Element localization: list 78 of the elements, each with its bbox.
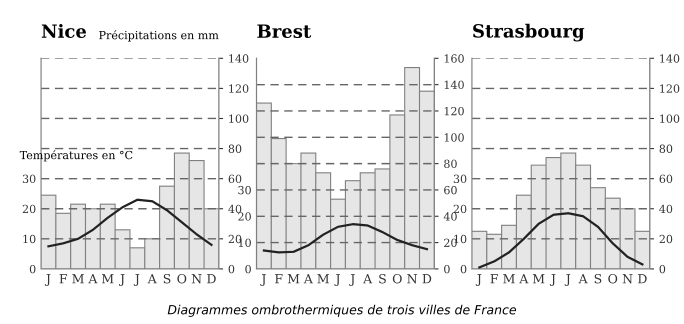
x-tick-label: J <box>44 274 50 286</box>
chart-title: Brest <box>257 24 312 38</box>
x-tick-label: S <box>594 274 602 284</box>
x-tick-label: J <box>476 274 482 286</box>
x-tick-label: M <box>532 274 544 284</box>
y-tick-label: 10 <box>23 234 36 244</box>
y2-tick-label: 0 <box>660 264 666 274</box>
x-tick-label: M <box>72 274 84 284</box>
x-tick-label: S <box>164 274 170 284</box>
x-tick-label: D <box>207 274 216 284</box>
x-tick-label: J <box>260 274 266 286</box>
x-tick-label: N <box>622 274 632 284</box>
line-series <box>262 223 428 254</box>
y-tick-label: 0 <box>245 264 251 274</box>
x-tick-label: O <box>392 274 402 284</box>
y-tick-label: 0 <box>460 264 466 274</box>
y2-tick-label: 0 <box>444 264 450 274</box>
x-tick-label: A <box>304 274 314 284</box>
x-tick-label: J <box>334 274 340 286</box>
text: Diagrammes ombrothermiques de trois villes de France <box>168 304 516 317</box>
y2-tick-label: 0 <box>228 264 234 274</box>
line-series <box>47 198 213 248</box>
y2-tick-label: 60 <box>444 186 457 194</box>
y2-tick-label: 100 <box>444 133 464 142</box>
x-tick-label: J <box>349 274 355 286</box>
y2-tick-label: 120 <box>660 84 680 93</box>
x-tick-label: F <box>275 274 283 284</box>
x-tick-label: A <box>578 274 588 284</box>
x-tick-label: A <box>88 274 98 284</box>
x-tick-label: N <box>407 274 418 284</box>
x-tick-label: J <box>550 274 556 286</box>
y2-tick-label: 140 <box>660 54 680 63</box>
y2-tick-label: 80 <box>444 160 457 168</box>
x-tick-label: J <box>118 274 124 286</box>
y2-tick-label: 60 <box>660 174 672 184</box>
x-tick-label: A <box>519 274 528 284</box>
chart-title: Nice <box>42 24 86 38</box>
x-tick-label: S <box>379 274 386 284</box>
x-tick-label: M <box>317 274 329 284</box>
x-tick-label: D <box>638 274 647 284</box>
y2-tick-label: 100 <box>229 114 248 123</box>
y-axis-title: Températures en °C <box>20 150 132 162</box>
y-tick-label: 20 <box>454 204 466 214</box>
x-tick-label: A <box>148 274 157 284</box>
y2-tick-label: 40 <box>444 212 457 221</box>
y-tick-label: 20 <box>238 212 251 221</box>
x-tick-label: J <box>134 274 140 286</box>
x-tick-label: M <box>288 274 300 284</box>
x-tick-label: O <box>177 274 186 284</box>
x-tick-label: D <box>422 274 432 284</box>
y-tick-label: 30 <box>454 174 466 184</box>
x-tick-label: M <box>503 274 515 284</box>
y2-tick-label: 80 <box>660 144 672 153</box>
line-series <box>478 212 644 269</box>
y2-tick-label: 40 <box>659 204 672 214</box>
x-tick-label: F <box>60 274 68 284</box>
y2-tick-label: 140 <box>444 80 464 90</box>
chart-title: Strasbourg <box>473 24 584 42</box>
y2-tick-label: 160 <box>444 54 464 63</box>
y2-tick-label: 100 <box>660 114 680 123</box>
y-tick-label: 20 <box>22 204 36 214</box>
y-tick-label: 30 <box>238 186 251 194</box>
y-tick-label: 0 <box>30 264 36 274</box>
y2-tick-label: 40 <box>228 204 242 214</box>
x-tick-label: J <box>564 274 570 286</box>
y2-axis-title: Précipitations en mm <box>99 30 219 42</box>
y2-tick-label: 120 <box>444 106 464 116</box>
x-tick-label: F <box>490 274 498 284</box>
y2-tick-label: 20 <box>660 234 672 244</box>
y2-tick-label: 80 <box>228 144 242 153</box>
x-tick-label: O <box>608 274 618 284</box>
x-tick-label: M <box>102 274 114 284</box>
y2-tick-label: 60 <box>228 174 242 184</box>
x-tick-label: N <box>192 274 202 284</box>
y2-tick-label: 140 <box>229 54 248 63</box>
x-tick-label: A <box>363 274 372 284</box>
y-tick-label: 30 <box>22 174 36 184</box>
y2-tick-label: 120 <box>229 84 248 93</box>
